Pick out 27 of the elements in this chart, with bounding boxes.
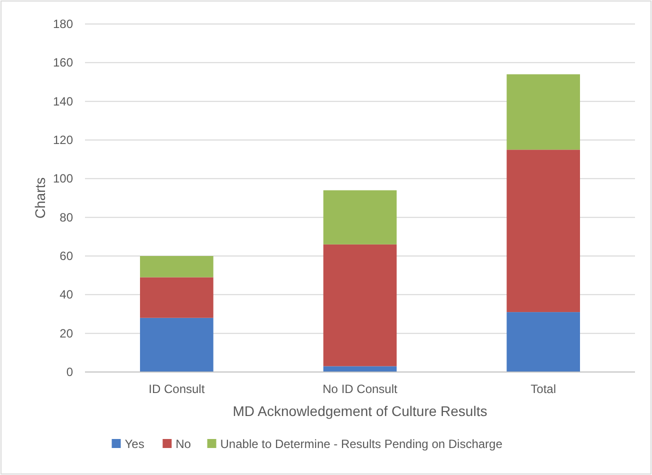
x-tick-label: No ID Consult — [322, 382, 398, 396]
bar — [323, 366, 397, 372]
legend-label: No — [176, 437, 192, 451]
y-tick-label: 140 — [52, 94, 74, 108]
bar — [140, 318, 214, 372]
bar — [323, 190, 397, 244]
y-tick-label: 180 — [52, 17, 74, 31]
y-tick-label: 100 — [52, 172, 74, 186]
x-axis-title: MD Acknowledgement of Culture Results — [232, 403, 488, 419]
legend-label: Unable to Determine - Results Pending on Discharge — [220, 437, 503, 451]
x-tick-label: Total — [530, 382, 556, 396]
y-tick-label: 40 — [60, 288, 74, 302]
y-axis-title: Charts — [32, 177, 48, 219]
legend-label: Yes — [124, 437, 144, 451]
y-tick-label: 20 — [60, 326, 74, 340]
bar — [506, 150, 580, 312]
bar — [140, 256, 214, 278]
bar — [140, 277, 214, 318]
y-tick-label: 160 — [52, 56, 74, 70]
y-tick-label: 120 — [52, 133, 74, 147]
x-tick-label: ID Consult — [148, 382, 206, 396]
y-tick-label: 80 — [60, 210, 74, 224]
y-tick-label: 0 — [66, 365, 74, 379]
y-tick-label: 60 — [60, 249, 74, 263]
bar — [506, 312, 580, 372]
bar — [506, 74, 580, 150]
bar — [323, 244, 397, 366]
